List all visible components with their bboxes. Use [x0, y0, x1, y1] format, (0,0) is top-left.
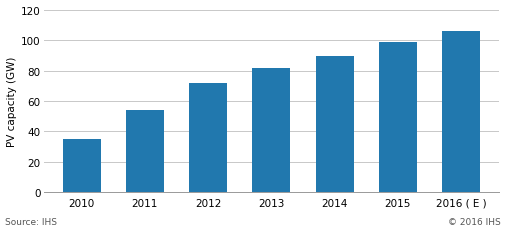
Bar [126, 111, 164, 192]
Bar [378, 43, 416, 192]
Bar [315, 56, 353, 192]
Bar [252, 68, 290, 192]
Text: Source: IHS: Source: IHS [5, 217, 57, 226]
Bar [189, 84, 227, 192]
Bar [441, 32, 479, 192]
Y-axis label: PV capacity (GW): PV capacity (GW) [7, 57, 17, 147]
Text: © 2016 IHS: © 2016 IHS [447, 217, 500, 226]
Bar [63, 140, 100, 192]
